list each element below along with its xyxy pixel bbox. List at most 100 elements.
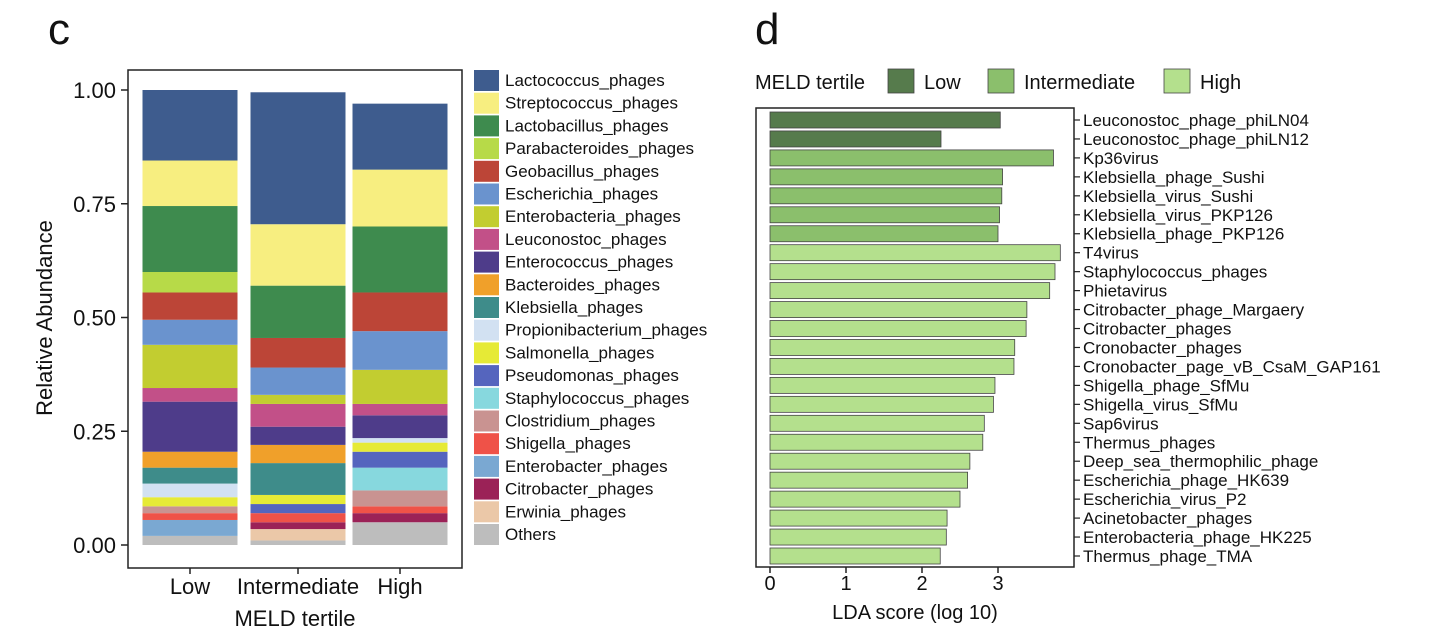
bar-segment — [250, 337, 346, 368]
bar-segment — [250, 463, 346, 495]
bar-label: Shigella_phage_SfMu — [1083, 376, 1249, 395]
bar-label: Leuconostoc_phage_phiLN04 — [1083, 111, 1309, 130]
bar-segment — [352, 169, 448, 227]
bar-segment — [352, 403, 448, 416]
bar-label: Thermus_phage_TMA — [1083, 547, 1253, 566]
lda-bar — [769, 244, 1061, 262]
bar-label: Kp36virus — [1083, 149, 1159, 168]
x-axis-title: LDA score (log 10) — [832, 602, 998, 624]
y-tick-label: 0.75 — [73, 192, 116, 217]
x-tick-label: High — [377, 574, 422, 599]
bar-segment — [142, 272, 238, 293]
legend-label: High — [1200, 72, 1241, 94]
lda-bar — [769, 471, 969, 489]
legend-label: Shigella_phages — [505, 434, 631, 453]
bar-segment — [142, 401, 238, 452]
bar-segment — [250, 403, 346, 427]
bar-segment — [142, 467, 238, 484]
lda-bar — [769, 395, 994, 413]
bar-segment — [250, 522, 346, 530]
bar-segment — [250, 540, 346, 545]
bar-label: T4virus — [1083, 244, 1139, 263]
legend-swatch — [474, 297, 499, 318]
legend-swatch — [474, 319, 499, 341]
legend-swatch — [1163, 68, 1191, 94]
legend-swatch — [474, 387, 499, 409]
legend-label: Low — [924, 72, 961, 94]
bar-segment — [352, 467, 448, 491]
lda-bar — [769, 263, 1056, 281]
legend-label: Geobacillus_phages — [505, 162, 659, 181]
x-tick-label: Low — [170, 574, 210, 599]
lda-bar — [769, 547, 941, 565]
bar-segment — [352, 415, 448, 439]
legend-swatch — [474, 115, 499, 137]
lda-bar — [769, 452, 971, 470]
legend-label: Intermediate — [1024, 72, 1135, 94]
y-tick-label: 0.25 — [73, 419, 116, 444]
bar-segment — [142, 535, 238, 545]
bar-segment — [250, 494, 346, 505]
legend-label: Escherichia_phages — [505, 185, 658, 204]
bar-segment — [352, 513, 448, 523]
legend-swatch — [887, 68, 915, 94]
x-tick-label: 1 — [840, 573, 851, 595]
legend-swatch — [474, 524, 499, 545]
x-axis-title: MELD tertile — [234, 606, 355, 631]
bar-segment — [352, 506, 448, 514]
lda-bar — [769, 282, 1051, 300]
bar-segment — [142, 497, 238, 507]
x-tick-label: 0 — [764, 573, 775, 595]
bar-segment — [142, 90, 238, 161]
bar-label: Staphylococcus_phages — [1083, 263, 1267, 282]
bar-label: Klebsiella_virus_PKP126 — [1083, 206, 1273, 225]
legend-label: Lactobacillus_phages — [505, 116, 669, 135]
lda-bar — [769, 509, 948, 527]
bar-segment — [352, 103, 448, 170]
panel-d-letter: d — [755, 5, 779, 54]
bar-segment — [142, 388, 238, 402]
legend-swatch — [474, 342, 499, 364]
lda-bar — [769, 130, 942, 148]
bar-label: Acinetobacter_phages — [1083, 509, 1252, 528]
bar-label: Sap6virus — [1083, 414, 1159, 433]
bar-label: Klebsiella_phage_PKP126 — [1083, 225, 1284, 244]
bar-segment — [142, 206, 238, 272]
bar-segment — [352, 331, 448, 370]
bar-segment — [352, 369, 448, 404]
bar-segment — [352, 522, 448, 545]
bar-segment — [142, 451, 238, 468]
lda-bar — [769, 301, 1028, 318]
lda-bar — [769, 320, 1027, 337]
bar-label: Klebsiella_phage_Sushi — [1083, 168, 1264, 187]
bar-segment — [250, 513, 346, 523]
bar-label: Citrobacter_phages — [1083, 320, 1231, 339]
lda-bar — [769, 528, 947, 546]
bar-label: Escherichia_phage_HK639 — [1083, 471, 1289, 490]
bar-segment — [142, 344, 238, 389]
legend-label: Leuconostoc_phages — [505, 230, 667, 249]
bar-segment — [250, 426, 346, 445]
bar-label: Phietavirus — [1083, 282, 1167, 301]
legend-swatch — [474, 478, 499, 500]
bar-label: Leuconostoc_phage_phiLN12 — [1083, 130, 1309, 149]
bar-segment — [250, 444, 346, 464]
bar-segment — [352, 451, 448, 468]
legend-swatch — [474, 274, 499, 296]
legend-swatch — [474, 160, 499, 182]
plot-frame — [755, 107, 1075, 568]
lda-bar — [769, 414, 985, 432]
bar-segment — [250, 394, 346, 404]
bar-segment — [250, 224, 346, 286]
bar-label: Enterobacteria_phage_HK225 — [1083, 528, 1312, 547]
bar-label: Thermus_phages — [1083, 433, 1215, 452]
legend-swatch — [474, 70, 499, 91]
legend-label: Others — [505, 525, 556, 544]
legend-label: Staphylococcus_phages — [505, 389, 689, 408]
legend-swatch — [474, 183, 499, 205]
legend-label: Lactococcus_phages — [505, 71, 665, 90]
bar-segment — [352, 490, 448, 507]
legend-label: Enterococcus_phages — [505, 253, 673, 272]
legend-swatch — [474, 206, 499, 228]
lda-bar — [769, 168, 1003, 186]
